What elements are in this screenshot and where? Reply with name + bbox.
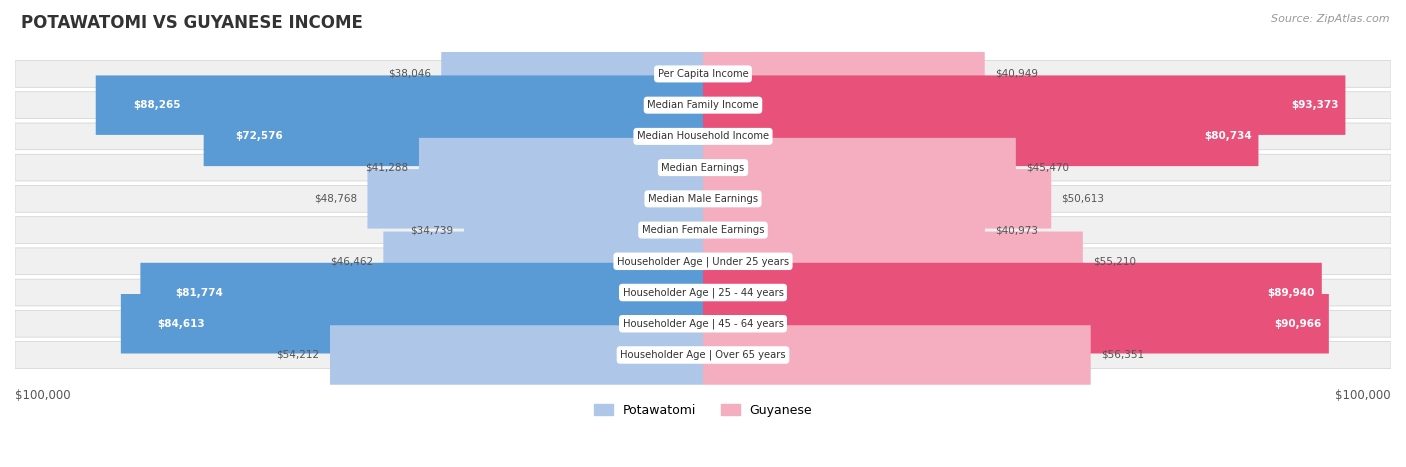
Text: Median Female Earnings: Median Female Earnings: [641, 225, 765, 235]
Text: Per Capita Income: Per Capita Income: [658, 69, 748, 79]
FancyBboxPatch shape: [703, 294, 1329, 354]
Text: Median Earnings: Median Earnings: [661, 163, 745, 173]
Text: Median Family Income: Median Family Income: [647, 100, 759, 110]
Text: $45,470: $45,470: [1026, 163, 1069, 173]
Text: $81,774: $81,774: [176, 288, 224, 297]
Legend: Potawatomi, Guyanese: Potawatomi, Guyanese: [589, 399, 817, 422]
Text: Median Household Income: Median Household Income: [637, 131, 769, 142]
Text: $54,212: $54,212: [277, 350, 319, 360]
Text: $46,462: $46,462: [330, 256, 373, 266]
Text: $89,940: $89,940: [1268, 288, 1315, 297]
Text: Householder Age | 25 - 44 years: Householder Age | 25 - 44 years: [623, 287, 783, 298]
FancyBboxPatch shape: [121, 294, 703, 354]
Text: $55,210: $55,210: [1092, 256, 1136, 266]
Text: Source: ZipAtlas.com: Source: ZipAtlas.com: [1271, 14, 1389, 24]
FancyBboxPatch shape: [15, 123, 1391, 150]
Text: POTAWATOMI VS GUYANESE INCOME: POTAWATOMI VS GUYANESE INCOME: [21, 14, 363, 32]
Text: $48,768: $48,768: [314, 194, 357, 204]
Text: $100,000: $100,000: [1336, 389, 1391, 402]
FancyBboxPatch shape: [441, 44, 703, 104]
Text: $50,613: $50,613: [1062, 194, 1105, 204]
FancyBboxPatch shape: [464, 200, 703, 260]
Text: Median Male Earnings: Median Male Earnings: [648, 194, 758, 204]
Text: $56,351: $56,351: [1101, 350, 1144, 360]
Text: Householder Age | Over 65 years: Householder Age | Over 65 years: [620, 350, 786, 360]
Text: Householder Age | 45 - 64 years: Householder Age | 45 - 64 years: [623, 318, 783, 329]
FancyBboxPatch shape: [703, 325, 1091, 385]
FancyBboxPatch shape: [15, 154, 1391, 181]
FancyBboxPatch shape: [141, 263, 703, 322]
FancyBboxPatch shape: [96, 75, 703, 135]
Text: Householder Age | Under 25 years: Householder Age | Under 25 years: [617, 256, 789, 267]
FancyBboxPatch shape: [15, 311, 1391, 337]
FancyBboxPatch shape: [703, 232, 1083, 291]
FancyBboxPatch shape: [419, 138, 703, 198]
Text: $88,265: $88,265: [134, 100, 180, 110]
FancyBboxPatch shape: [15, 248, 1391, 275]
Text: $84,613: $84,613: [157, 319, 204, 329]
Text: $38,046: $38,046: [388, 69, 430, 79]
FancyBboxPatch shape: [703, 44, 984, 104]
FancyBboxPatch shape: [703, 169, 1052, 228]
FancyBboxPatch shape: [15, 279, 1391, 306]
Text: $41,288: $41,288: [366, 163, 409, 173]
Text: $40,949: $40,949: [995, 69, 1038, 79]
FancyBboxPatch shape: [330, 325, 703, 385]
FancyBboxPatch shape: [367, 169, 703, 228]
Text: $40,973: $40,973: [995, 225, 1038, 235]
FancyBboxPatch shape: [703, 138, 1017, 198]
Text: $80,734: $80,734: [1204, 131, 1251, 142]
FancyBboxPatch shape: [703, 75, 1346, 135]
FancyBboxPatch shape: [15, 341, 1391, 368]
FancyBboxPatch shape: [15, 217, 1391, 243]
FancyBboxPatch shape: [15, 185, 1391, 212]
Text: $72,576: $72,576: [236, 131, 283, 142]
FancyBboxPatch shape: [703, 106, 1258, 166]
FancyBboxPatch shape: [15, 92, 1391, 119]
Text: $93,373: $93,373: [1291, 100, 1339, 110]
FancyBboxPatch shape: [15, 61, 1391, 87]
FancyBboxPatch shape: [384, 232, 703, 291]
Text: $90,966: $90,966: [1275, 319, 1322, 329]
FancyBboxPatch shape: [703, 200, 984, 260]
FancyBboxPatch shape: [703, 263, 1322, 322]
Text: $34,739: $34,739: [411, 225, 454, 235]
FancyBboxPatch shape: [204, 106, 703, 166]
Text: $100,000: $100,000: [15, 389, 70, 402]
